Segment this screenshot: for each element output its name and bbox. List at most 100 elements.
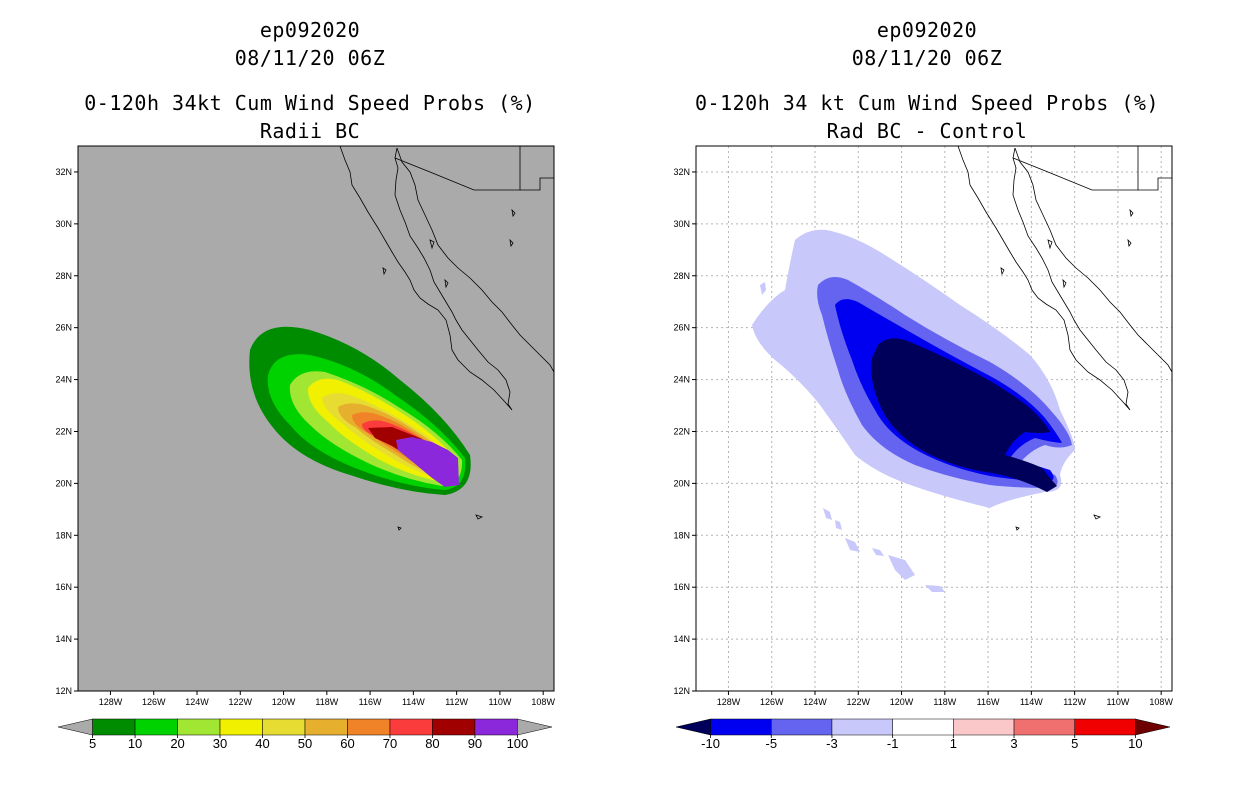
right-lon-label: 114W (1020, 697, 1043, 707)
right-colorbar-segment (771, 718, 833, 736)
right-coast-segment (1129, 208, 1134, 218)
left-product-title: 0-120h 34kt Cum Wind Speed Probs (%) (84, 91, 536, 115)
left-subtitle: Radii BC (259, 119, 361, 143)
right-lon-label: 116W (977, 697, 1000, 707)
left-lon-label: 124W (185, 697, 209, 707)
left-colorbar-low-arrow (57, 718, 93, 736)
left-colorbar-segment (304, 718, 348, 736)
left-colorbar-high-arrow (517, 718, 553, 736)
diff-contour-light-speck-4 (845, 538, 860, 552)
right-lat-label: 16N (673, 582, 690, 592)
left-colorbar-label: 30 (213, 736, 227, 751)
left-colorbar-segment (389, 718, 433, 736)
diff-contour-light-speck-2 (823, 508, 832, 520)
contour-90 (396, 437, 459, 487)
left-colorbar-label: 70 (383, 736, 397, 751)
right-lon-label: 124W (803, 697, 827, 707)
diff-contour-light-speck-6 (888, 555, 915, 580)
right-lon-label: 126W (760, 697, 784, 707)
right-colorbar-segment (710, 718, 772, 736)
left-storm-id: ep092020 (259, 18, 361, 42)
right-lat-label: 28N (673, 271, 690, 281)
left-lat-label: 30N (55, 219, 72, 229)
right-lat-label: 18N (673, 530, 690, 540)
right-lon-label: 110W (1106, 697, 1129, 707)
left-lon-label: 114W (402, 697, 425, 707)
left-lon-label: 112W (445, 697, 468, 707)
right-colorbar: -10 -5 -3 -1 1 3 5 10 (675, 718, 1171, 751)
left-lon-label: 128W (99, 697, 123, 707)
left-coast-segment (511, 208, 516, 218)
left-colorbar: 5 10 20 30 40 50 60 70 80 90 100 (57, 718, 553, 751)
left-lat-label: 26N (55, 323, 72, 333)
right-lat-label: 32N (673, 167, 690, 177)
left-colorbar-label: 90 (468, 736, 482, 751)
left-lat-label: 20N (55, 478, 72, 488)
left-lat-label: 28N (55, 271, 72, 281)
right-lat-label: 30N (673, 219, 690, 229)
left-lat-label: 16N (55, 582, 72, 592)
right-colorbar-high-arrow (1135, 718, 1171, 736)
left-lat-label: 18N (55, 530, 72, 540)
right-coast-segment (1062, 278, 1067, 289)
diff-contour-light-speck-1 (760, 282, 766, 295)
left-lat-label: 12N (55, 686, 72, 696)
left-colorbar-label: 10 (128, 736, 142, 751)
left-colorbar-segment (134, 718, 178, 736)
right-colorbar-low-arrow (675, 718, 711, 736)
left-coast-segment (382, 267, 387, 276)
left-colorbar-segment (347, 718, 391, 736)
left-colorbar-segment (262, 718, 306, 736)
right-colorbar-label: 5 (1071, 736, 1078, 751)
right-lat-label: 14N (673, 634, 690, 644)
right-coast-segment (1012, 146, 1139, 191)
right-storm-id: ep092020 (876, 18, 978, 42)
right-lon-label: 108W (1149, 697, 1173, 707)
right-lat-label: 26N (673, 323, 690, 333)
right-colorbar-segment (831, 718, 893, 736)
right-lon-label: 118W (933, 697, 956, 707)
right-lat-label: 24N (673, 375, 690, 385)
right-coast-segment (1138, 177, 1172, 191)
left-lon-label: 120W (272, 697, 296, 707)
right-axis-ticks: 128W 126W 124W 122W 120W 118W 116W 114W 112W 110W… (673, 167, 1173, 707)
right-map-panel: 128W 126W 124W 122W 120W 118W 116W 114W 112W 110W… (673, 145, 1173, 707)
right-lat-label: 22N (673, 426, 690, 436)
left-colorbar-label: 80 (425, 736, 439, 751)
left-coast-segment (475, 514, 484, 520)
right-lon-label: 112W (1063, 697, 1086, 707)
left-axis-ticks: 128W 126W 124W 122W 120W 118W 116W 114W 112W 110W… (55, 167, 555, 707)
right-colorbar-segment (892, 718, 954, 736)
left-lon-label: 116W (359, 697, 382, 707)
diff-contour-light-speck-3 (835, 520, 842, 530)
left-probability-contours (249, 326, 471, 495)
left-colorbar-segment (474, 718, 518, 736)
right-colorbar-segment (1074, 718, 1136, 736)
left-coast-segment (397, 526, 402, 531)
right-colorbar-label: -1 (887, 736, 899, 751)
right-colorbar-label: -5 (765, 736, 777, 751)
diff-contour-darkest (871, 338, 1057, 492)
right-coastline (957, 146, 1172, 531)
right-lon-label: 122W (847, 697, 871, 707)
right-datetime: 08/11/20 06Z (851, 46, 1003, 70)
left-coast-segment (339, 146, 513, 411)
left-coast-segment (520, 177, 554, 191)
left-lat-label: 14N (55, 634, 72, 644)
left-coast-segment (509, 238, 514, 248)
left-coast-segment (394, 146, 521, 191)
diff-contour-light-speck-7 (925, 585, 945, 592)
left-coast-segment (444, 278, 449, 289)
left-lat-label: 32N (55, 167, 72, 177)
left-colorbar-segment (92, 718, 136, 736)
right-difference-contours (752, 229, 1075, 592)
right-colorbar-label: 3 (1010, 736, 1017, 751)
right-colorbar-segment (1013, 718, 1075, 736)
left-colorbar-segment (219, 718, 263, 736)
right-coast-segment (957, 146, 1131, 411)
left-lon-label: 122W (229, 697, 253, 707)
left-coast-segment (429, 239, 435, 250)
left-lon-label: 126W (142, 697, 166, 707)
left-lon-label: 110W (488, 697, 511, 707)
